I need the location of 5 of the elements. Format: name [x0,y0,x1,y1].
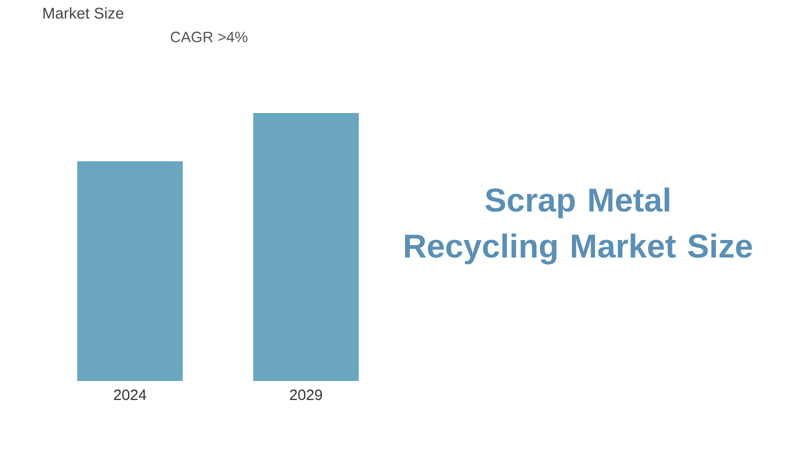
text: Scrap Metal Recycling Market Size [405,188,752,264]
x-tick-label: 2024 [114,390,146,400]
text: CAGR >4% [170,32,248,42]
x-tick-label: 2029 [290,390,322,400]
text: Market Size [43,7,124,19]
